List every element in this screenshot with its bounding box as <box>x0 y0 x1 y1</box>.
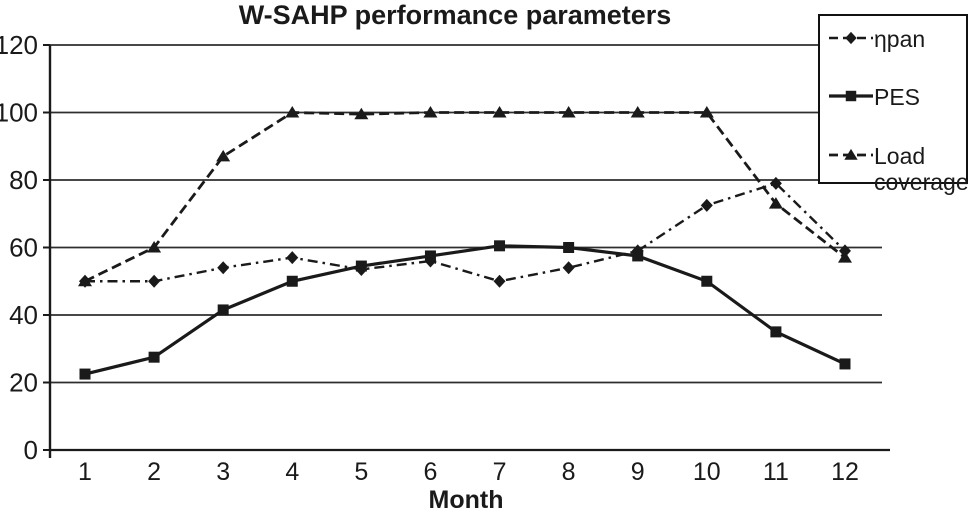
series-line-square <box>84 244 846 376</box>
diamond-marker <box>217 261 230 275</box>
square-marker <box>148 351 160 363</box>
square-marker <box>770 326 782 338</box>
x-tick-label: 12 <box>831 458 859 486</box>
y-tick-label: 60 <box>9 233 38 263</box>
x-tick-label: 8 <box>562 458 576 486</box>
legend-label: Load coverage <box>874 142 969 196</box>
triangle-marker <box>423 106 438 118</box>
x-tick-label: 2 <box>147 458 161 486</box>
y-tick-label: 0 <box>24 435 38 465</box>
square-marker <box>79 368 91 380</box>
diamond-marker <box>493 274 506 288</box>
y-tick-label: 20 <box>9 368 38 398</box>
y-tick-label: 100 <box>0 98 38 128</box>
square-marker <box>494 240 506 252</box>
npan-dashdot-diamond-icon <box>829 31 873 45</box>
x-tick-label: 4 <box>285 458 299 486</box>
legend-item-npan: ηpan <box>828 26 966 52</box>
triangle-marker <box>216 149 231 162</box>
diamond-marker <box>769 176 782 190</box>
legend-diamond-marker <box>845 31 857 45</box>
load-coverage-dashed-triangle-icon <box>829 148 873 160</box>
triangle-marker <box>78 274 92 287</box>
legend-item-pes: PES <box>828 84 966 110</box>
triangle-marker <box>492 106 507 118</box>
triangle-marker <box>699 106 714 118</box>
legend-triangle-marker <box>844 148 858 160</box>
triangle-marker <box>837 251 852 263</box>
series-line-triangle <box>84 111 846 283</box>
x-tick-label: 9 <box>631 458 645 486</box>
x-tick-label: 6 <box>423 458 437 486</box>
triangle-marker <box>561 106 576 118</box>
square-marker <box>217 304 229 316</box>
legend: ηpan PES Load coverage <box>818 14 969 195</box>
legend-label: ηpan <box>874 26 926 52</box>
x-tick-label: 1 <box>78 458 92 486</box>
legend-label: PES <box>874 84 921 111</box>
chart-title: W-SAHP performance parameters <box>238 0 672 30</box>
square-marker <box>424 250 436 262</box>
diamond-marker <box>562 261 575 275</box>
x-tick-label: 5 <box>354 458 368 486</box>
triangle-marker <box>354 107 369 120</box>
x-axis-title: Month <box>428 486 504 513</box>
y-tick-label: 80 <box>9 165 38 195</box>
x-tick-label: 11 <box>763 458 789 486</box>
x-tick-label: 10 <box>693 458 721 486</box>
triangle-marker <box>768 197 783 209</box>
square-marker <box>632 250 644 262</box>
diamond-marker <box>700 198 713 212</box>
legend-square-marker <box>845 91 857 102</box>
square-marker <box>563 242 575 253</box>
square-marker <box>355 260 367 272</box>
square-marker <box>701 275 713 287</box>
y-tick-label: 120 <box>0 30 38 60</box>
triangle-marker <box>147 241 162 253</box>
square-marker <box>839 358 851 370</box>
series-line-diamond <box>85 182 846 283</box>
legend-item-load-coverage: Load coverage <box>828 142 969 196</box>
diamond-marker <box>286 251 299 265</box>
x-tick-label: 3 <box>216 458 230 486</box>
pes-solid-square-icon <box>829 91 873 102</box>
x-tick-label: 7 <box>493 458 507 486</box>
square-marker <box>286 275 298 287</box>
triangle-marker <box>630 106 645 118</box>
diamond-marker <box>148 274 161 288</box>
triangle-marker <box>285 106 300 118</box>
y-tick-label: 40 <box>9 300 38 330</box>
